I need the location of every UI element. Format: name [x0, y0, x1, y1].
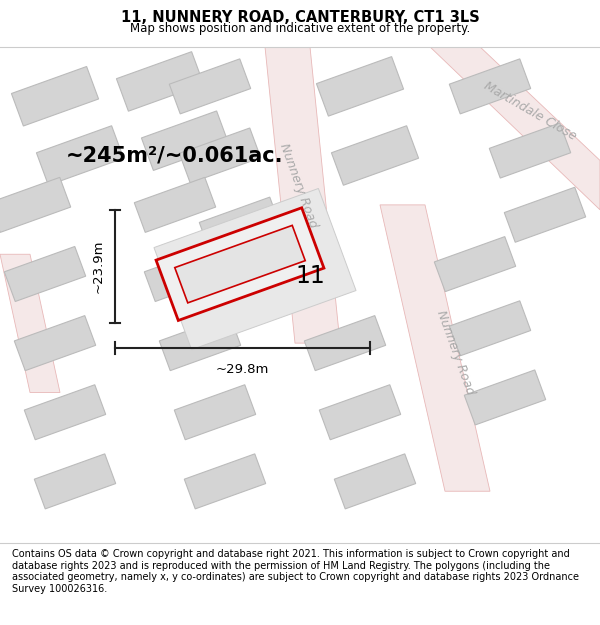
Polygon shape: [449, 301, 531, 356]
Text: ~23.9m: ~23.9m: [92, 240, 105, 293]
Text: Map shows position and indicative extent of the property.: Map shows position and indicative extent…: [130, 22, 470, 35]
Polygon shape: [37, 126, 124, 185]
Polygon shape: [24, 385, 106, 440]
Polygon shape: [169, 59, 251, 114]
Polygon shape: [0, 254, 60, 392]
Text: 11, NUNNERY ROAD, CANTERBURY, CT1 3LS: 11, NUNNERY ROAD, CANTERBURY, CT1 3LS: [121, 10, 479, 25]
Polygon shape: [319, 385, 401, 440]
Text: Nunnery Road: Nunnery Road: [434, 309, 476, 397]
Polygon shape: [449, 59, 531, 114]
Text: Nunnery Road: Nunnery Road: [277, 141, 319, 229]
Polygon shape: [134, 177, 216, 232]
Polygon shape: [504, 188, 586, 242]
Polygon shape: [334, 454, 416, 509]
Polygon shape: [316, 57, 404, 116]
Polygon shape: [154, 189, 356, 349]
Polygon shape: [184, 454, 266, 509]
Polygon shape: [179, 128, 261, 183]
Polygon shape: [116, 52, 203, 111]
Polygon shape: [434, 237, 516, 292]
Polygon shape: [0, 177, 71, 232]
Text: Contains OS data © Crown copyright and database right 2021. This information is : Contains OS data © Crown copyright and d…: [12, 549, 579, 594]
Polygon shape: [156, 208, 324, 321]
Polygon shape: [489, 123, 571, 178]
Text: Martindale Close: Martindale Close: [481, 79, 578, 143]
Polygon shape: [144, 246, 226, 301]
Polygon shape: [14, 316, 96, 371]
Polygon shape: [174, 385, 256, 440]
Polygon shape: [265, 47, 340, 343]
Polygon shape: [304, 316, 386, 371]
Polygon shape: [199, 197, 281, 252]
Polygon shape: [11, 66, 98, 126]
Text: ~29.8m: ~29.8m: [216, 363, 269, 376]
Text: ~245m²/~0.061ac.: ~245m²/~0.061ac.: [66, 146, 284, 166]
Polygon shape: [34, 454, 116, 509]
Polygon shape: [175, 226, 305, 303]
Polygon shape: [159, 316, 241, 371]
Text: 11: 11: [295, 264, 325, 288]
Polygon shape: [430, 47, 600, 210]
Polygon shape: [380, 205, 490, 491]
Polygon shape: [142, 111, 229, 171]
Polygon shape: [464, 370, 546, 425]
Polygon shape: [331, 126, 419, 185]
Polygon shape: [4, 246, 86, 301]
